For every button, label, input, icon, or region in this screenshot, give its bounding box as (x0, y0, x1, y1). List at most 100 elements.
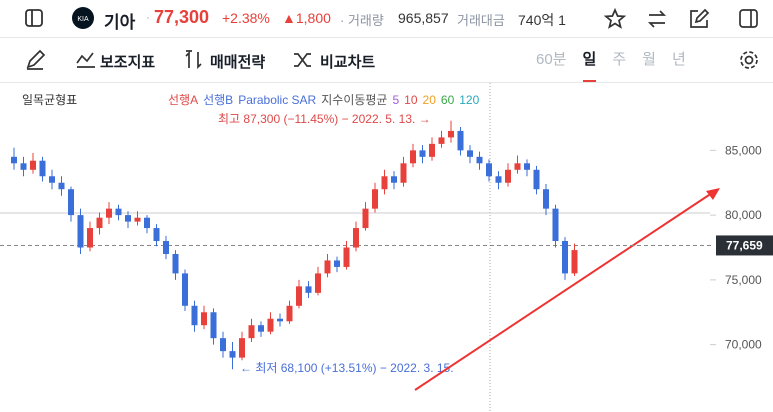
candle-body (58, 182, 65, 190)
candle-body (144, 217, 150, 229)
candle-body (153, 228, 160, 242)
swap[interactable] (646, 8, 668, 30)
candle-body (372, 189, 378, 209)
high-note: 최고 87,300 (−11.45%) − 2022. 5. 13. → (218, 112, 431, 126)
candle-body (400, 163, 407, 183)
legend-item: 60 (441, 93, 455, 107)
period-tabs: 60분 일 주 월 년 (528, 38, 694, 82)
candle-body (182, 273, 188, 306)
candle-body (134, 217, 141, 222)
candle-body (163, 241, 169, 254)
draw-tool[interactable] (24, 49, 46, 71)
period-tab[interactable]: 년 (671, 51, 686, 68)
trend-line (414, 192, 713, 391)
logo: KIA (72, 7, 94, 29)
candle-body (258, 325, 264, 332)
candle-body (429, 143, 435, 157)
amount-label: 거래대금 (457, 13, 505, 28)
legend-title: 일목균형표 (22, 93, 77, 107)
candle-body (457, 130, 464, 151)
candle-body (438, 137, 445, 144)
change: ▲1,800 (282, 10, 331, 26)
candle-body (239, 338, 245, 358)
legend-item: 5 (392, 93, 399, 107)
candle-body (448, 130, 454, 138)
price: 77,300 (154, 7, 210, 27)
candle-body (467, 150, 473, 157)
legend-item: 지수이동평균 (321, 93, 387, 107)
y-tick-label: 75,000 (725, 273, 762, 287)
legend-item: 20 (423, 93, 437, 107)
strategy[interactable]: 매매전략 (210, 54, 266, 71)
legend-item: 선행A (168, 92, 198, 107)
candle-body (343, 247, 350, 267)
volume: 965,857 (398, 10, 449, 26)
candle-body (324, 260, 331, 274)
indicator-icon (76, 52, 95, 68)
edit[interactable] (688, 8, 710, 30)
candle-body (495, 176, 502, 183)
candle-body (87, 228, 93, 248)
legend-item: Parabolic SAR (238, 93, 316, 107)
legend-item: 120 (459, 93, 479, 107)
candle-body (11, 156, 17, 164)
candle-body (505, 169, 511, 183)
candle-body (543, 189, 549, 209)
candle-body (68, 189, 74, 216)
candle-body (571, 250, 578, 274)
candle-body (77, 215, 84, 248)
candle-body (210, 312, 217, 339)
indicators[interactable]: 보조지표 (100, 54, 156, 71)
volume-label: · 거래량 (340, 13, 384, 28)
low-note: ← 최저 68,100 (+13.51%) − 2022. 3. 15. (240, 361, 454, 375)
candle-body (39, 160, 46, 177)
settings[interactable] (738, 49, 760, 71)
strategy-icon (185, 50, 202, 70)
candle-body (362, 208, 369, 229)
legend-item: 10 (404, 93, 418, 107)
y-tick-label: 70,000 (725, 338, 762, 352)
candle-body (267, 318, 274, 332)
svg-text:KIA: KIA (77, 16, 89, 23)
favorite[interactable] (604, 8, 626, 30)
candle-body (125, 215, 131, 222)
candle-body (381, 176, 388, 190)
candle-body (49, 176, 55, 183)
period-tab[interactable]: 주 (612, 51, 627, 68)
period-tab[interactable]: 일 (582, 38, 597, 82)
candle-body (277, 318, 283, 322)
period-tab[interactable]: 월 (642, 51, 656, 68)
panel-toggle[interactable] (738, 8, 760, 30)
toolbar: 보조지표 매매전략 비교차트 60분 일 주 월 년 (0, 38, 773, 83)
amount: 740억 1 (518, 12, 566, 28)
candle-body (229, 351, 236, 358)
candle-body (191, 305, 198, 326)
compare-icon (294, 53, 311, 67)
candle-body (524, 163, 530, 170)
candle-body (115, 208, 122, 216)
candle-body (552, 208, 559, 242)
candle-body (20, 163, 27, 170)
change-pct: +2.38% (222, 10, 270, 26)
period-tab[interactable]: 60분 (536, 51, 567, 68)
candle-body (305, 286, 312, 293)
candle-body (106, 208, 112, 218)
candle-body (96, 217, 103, 229)
candle-body (391, 176, 397, 183)
candle-body (220, 338, 226, 352)
candle-body (410, 150, 416, 164)
candle-body (248, 325, 255, 339)
candle-body (30, 160, 36, 170)
y-tick-label: 85,000 (725, 143, 762, 157)
trend-arrow (706, 188, 720, 200)
sidebar-toggle[interactable] (24, 8, 44, 28)
current-price-box (716, 235, 773, 256)
candle-body (514, 163, 521, 170)
candle-body (476, 156, 483, 164)
candle-body (296, 286, 302, 306)
candle-body (353, 228, 359, 248)
header: KIA 기아 · 77,300 +2.38% ▲1,800 · 거래량 965,… (0, 0, 773, 38)
compare[interactable]: 비교차트 (320, 54, 376, 71)
chart: 일목균형표 최고 87,300 (−11.45%) − 2022. 5. 13.… (0, 83, 773, 412)
legend-item: 선행B (203, 92, 233, 107)
